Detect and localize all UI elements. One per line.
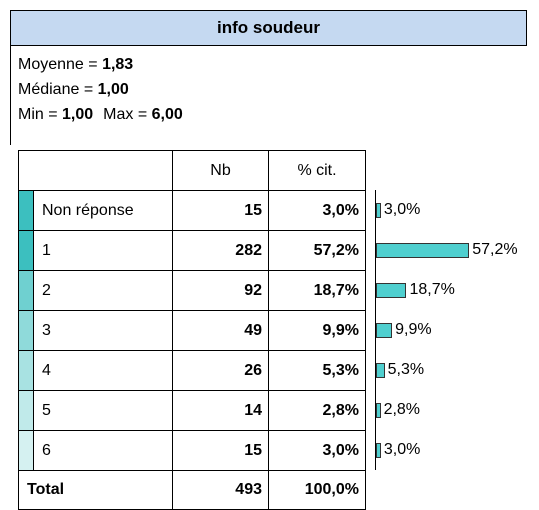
stat-line: Moyenne = 1,83 [18,56,183,81]
color-strip [18,390,34,431]
nb: 49 [172,310,269,351]
pct: 5,3% [268,350,366,391]
column-header: % cit. [268,150,366,191]
row-label: 1 [33,230,173,271]
pct: 57,2% [268,230,366,271]
stat-value: 1,83 [102,56,134,73]
bar [376,443,381,458]
color-strip [18,230,34,271]
stat-label: Médiane = [18,81,94,98]
row-label: 2 [33,270,173,311]
stat-label: Max = [103,106,148,123]
bar-label: 5,3% [387,361,425,378]
total-label: Total [18,470,173,510]
stat-line: Médiane = 1,00 [18,81,183,106]
row-label: 4 [33,350,173,391]
total-nb: 493 [172,470,269,510]
row-label: 5 [33,390,173,431]
bar-label: 3,0% [383,201,421,218]
header-empty [18,150,173,191]
nb: 14 [172,390,269,431]
bar [376,403,381,418]
color-strip [18,350,34,391]
nb: 15 [172,190,269,231]
total-pct: 100,0% [268,470,366,510]
row-label: Non réponse [33,190,173,231]
bar [376,323,393,338]
nb: 92 [172,270,269,311]
pct: 3,0% [268,430,366,471]
pct: 3,0% [268,190,366,231]
bar [376,283,407,298]
bar-label: 3,0% [383,441,421,458]
pct: 2,8% [268,390,366,431]
bar-label: 9,9% [395,321,432,338]
nb: 282 [172,230,269,271]
bar [376,203,381,218]
bar [376,363,385,378]
bar-label: 57,2% [472,241,518,258]
stat-value: 1,00 [62,106,94,123]
stat-value: 1,00 [97,81,129,98]
pct: 18,7% [268,270,366,311]
title: info soudeur [10,10,527,46]
bar-label: 18,7% [409,281,455,298]
row-label: 6 [33,430,173,471]
bar-label: 2,8% [383,401,421,418]
stats: Moyenne = 1,83 Médiane = 1,00 Min = 1,00 Ma… [18,56,183,131]
color-strip [18,190,34,231]
column-header: Nb [172,150,269,191]
stat-label: Min = [18,106,58,123]
bar-axis [375,190,376,470]
stat-line: Min = 1,00 Max = 6,00 [18,106,183,131]
color-strip [18,430,34,471]
color-strip [18,270,34,311]
row-label: 3 [33,310,173,351]
color-strip [18,310,34,351]
nb: 26 [172,350,269,391]
nb: 15 [172,430,269,471]
bar [376,243,470,258]
stat-value: 6,00 [151,106,183,123]
pct: 9,9% [268,310,366,351]
stats-border [10,45,11,145]
stat-label: Moyenne = [18,56,98,73]
